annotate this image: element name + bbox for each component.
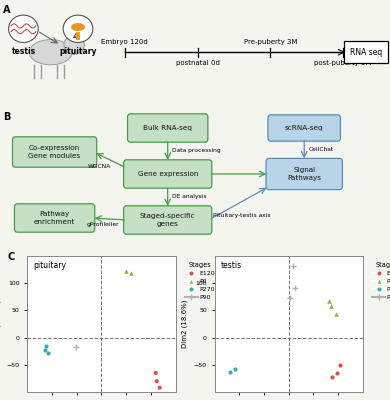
Circle shape — [63, 15, 93, 42]
Text: Pituitary-testis axis: Pituitary-testis axis — [213, 213, 271, 218]
Text: Gene expression: Gene expression — [138, 171, 198, 177]
Text: CellChat: CellChat — [309, 147, 334, 152]
FancyBboxPatch shape — [124, 206, 212, 234]
Text: Data processing: Data processing — [172, 148, 221, 153]
FancyBboxPatch shape — [12, 137, 97, 167]
Text: C: C — [8, 252, 15, 262]
Legend: E120, P0, P270, P90: E120, P0, P270, P90 — [184, 262, 215, 300]
Text: pituitary: pituitary — [59, 47, 97, 56]
FancyBboxPatch shape — [128, 114, 208, 142]
Point — [334, 370, 340, 376]
Text: gProfileiler: gProfileiler — [87, 222, 120, 227]
Point — [43, 343, 49, 350]
FancyBboxPatch shape — [14, 204, 95, 232]
Polygon shape — [76, 32, 80, 40]
Point — [337, 362, 344, 368]
Point — [328, 303, 334, 309]
Text: Bulk RNA-seq: Bulk RNA-seq — [143, 125, 192, 131]
Point — [73, 344, 79, 350]
Text: RNA seq: RNA seq — [350, 48, 382, 57]
Text: testis: testis — [12, 47, 36, 56]
Text: Pre-puberty 3M: Pre-puberty 3M — [244, 39, 297, 45]
FancyBboxPatch shape — [268, 115, 340, 141]
Ellipse shape — [78, 36, 83, 40]
Point — [227, 369, 234, 375]
FancyBboxPatch shape — [124, 160, 212, 188]
Point — [291, 284, 298, 291]
Ellipse shape — [29, 40, 72, 65]
Circle shape — [9, 15, 38, 42]
Text: WGCNA: WGCNA — [88, 164, 111, 168]
Ellipse shape — [71, 23, 85, 31]
Text: DE analysis: DE analysis — [172, 194, 207, 199]
Point — [45, 350, 51, 356]
Y-axis label: Dim2 (18.6%): Dim2 (18.6%) — [182, 300, 188, 348]
Text: Staged-specific
genes: Staged-specific genes — [140, 213, 195, 227]
Text: Co-expression
Gene modules: Co-expression Gene modules — [28, 145, 81, 159]
FancyBboxPatch shape — [344, 41, 388, 63]
Circle shape — [64, 36, 84, 54]
Text: post-puberty 9M: post-puberty 9M — [314, 60, 372, 66]
Text: scRNA-seq: scRNA-seq — [285, 125, 324, 131]
Point — [154, 378, 160, 384]
FancyBboxPatch shape — [266, 158, 342, 190]
Point — [326, 298, 332, 304]
Point — [128, 270, 134, 277]
Point — [152, 370, 159, 376]
Point — [287, 295, 293, 302]
Text: postnatal 0d: postnatal 0d — [176, 60, 220, 66]
Text: Pathway
enrichment: Pathway enrichment — [34, 211, 75, 225]
Legend: E120, P0, P270, P90: E120, P0, P270, P90 — [372, 262, 390, 300]
Point — [289, 262, 296, 269]
Text: Embryo 120d: Embryo 120d — [101, 39, 148, 45]
Point — [41, 346, 48, 353]
Point — [156, 384, 163, 391]
Point — [332, 310, 339, 317]
Point — [123, 268, 129, 274]
Y-axis label: Dim2 (15.6%): Dim2 (15.6%) — [0, 300, 1, 348]
Text: Signal
Pathways: Signal Pathways — [287, 167, 321, 181]
Text: pituitary: pituitary — [33, 262, 66, 270]
Point — [329, 374, 335, 380]
Text: testis: testis — [220, 262, 241, 270]
Text: B: B — [3, 112, 11, 122]
Point — [232, 366, 238, 372]
Text: A: A — [3, 5, 11, 15]
